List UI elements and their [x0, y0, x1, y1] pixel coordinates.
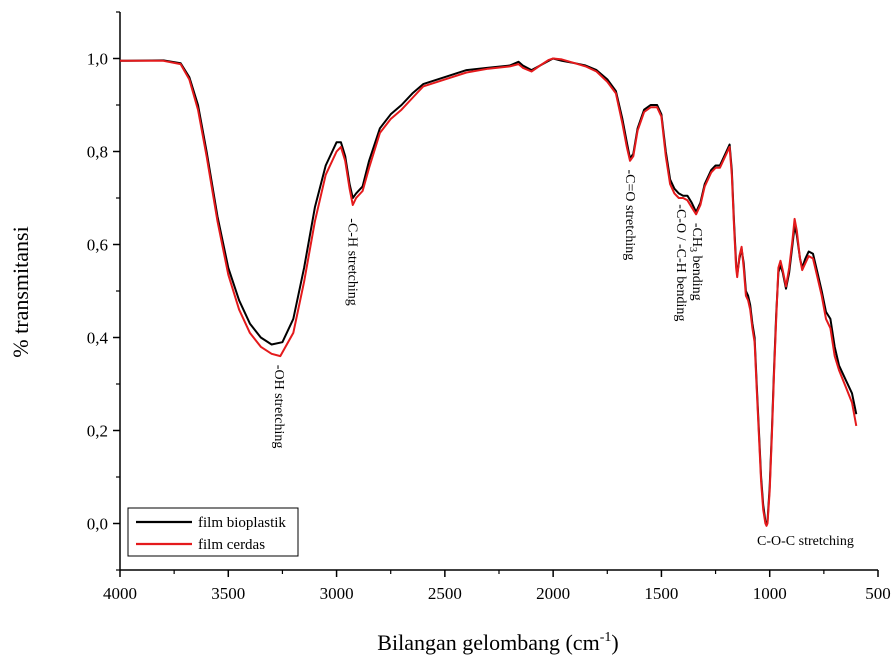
y-axis-title: % transmitansi	[8, 226, 33, 357]
annotations: -OH stretching -C-H stretching -C=O stretc…	[271, 170, 854, 549]
x-tick-label: 2500	[428, 584, 462, 603]
y-tick-label: 1,0	[87, 50, 108, 69]
x-axis-title: Bilangan gelombang (cm-1)	[377, 630, 618, 655]
peak-annotation: C-O-C stretching	[757, 534, 854, 549]
y-tick-label: 0,2	[87, 422, 108, 441]
x-tick-label: 2000	[536, 584, 570, 603]
x-tick-label: 500	[865, 584, 891, 603]
peak-annotation: -C-H stretching	[344, 218, 359, 305]
y-tick-label: 0,8	[87, 143, 108, 162]
peak-annotation: -C-O / -C-H bending	[673, 204, 688, 321]
x-tick-label: 3500	[211, 584, 245, 603]
x-tick-label: 1000	[753, 584, 787, 603]
peak-annotation: -CH3 bending	[687, 223, 704, 301]
x-tick-label: 1500	[644, 584, 678, 603]
y-tick-label: 0,6	[87, 236, 108, 255]
legend-label-film-cerdas: film cerdas	[198, 537, 265, 553]
y-tick-label: 0,0	[87, 515, 108, 534]
x-tick-label: 3000	[320, 584, 354, 603]
y-tick-label: 0,4	[87, 329, 109, 348]
peak-annotation: -OH stretching	[271, 365, 286, 449]
legend-box	[127, 507, 299, 557]
legend: film bioplastik film cerdas	[127, 507, 299, 557]
legend-label-film-bioplastik: film bioplastik	[198, 515, 286, 531]
series-group	[119, 57, 858, 527]
x-tick-label: 4000	[103, 584, 137, 603]
axes: 4000 3500 3000 2500 2000 1500 1000 500 0,0 0,2 0,4…	[87, 11, 891, 603]
peak-annotation: -C=O stretching	[622, 170, 637, 261]
series-line-film-cerdas	[120, 57, 858, 527]
